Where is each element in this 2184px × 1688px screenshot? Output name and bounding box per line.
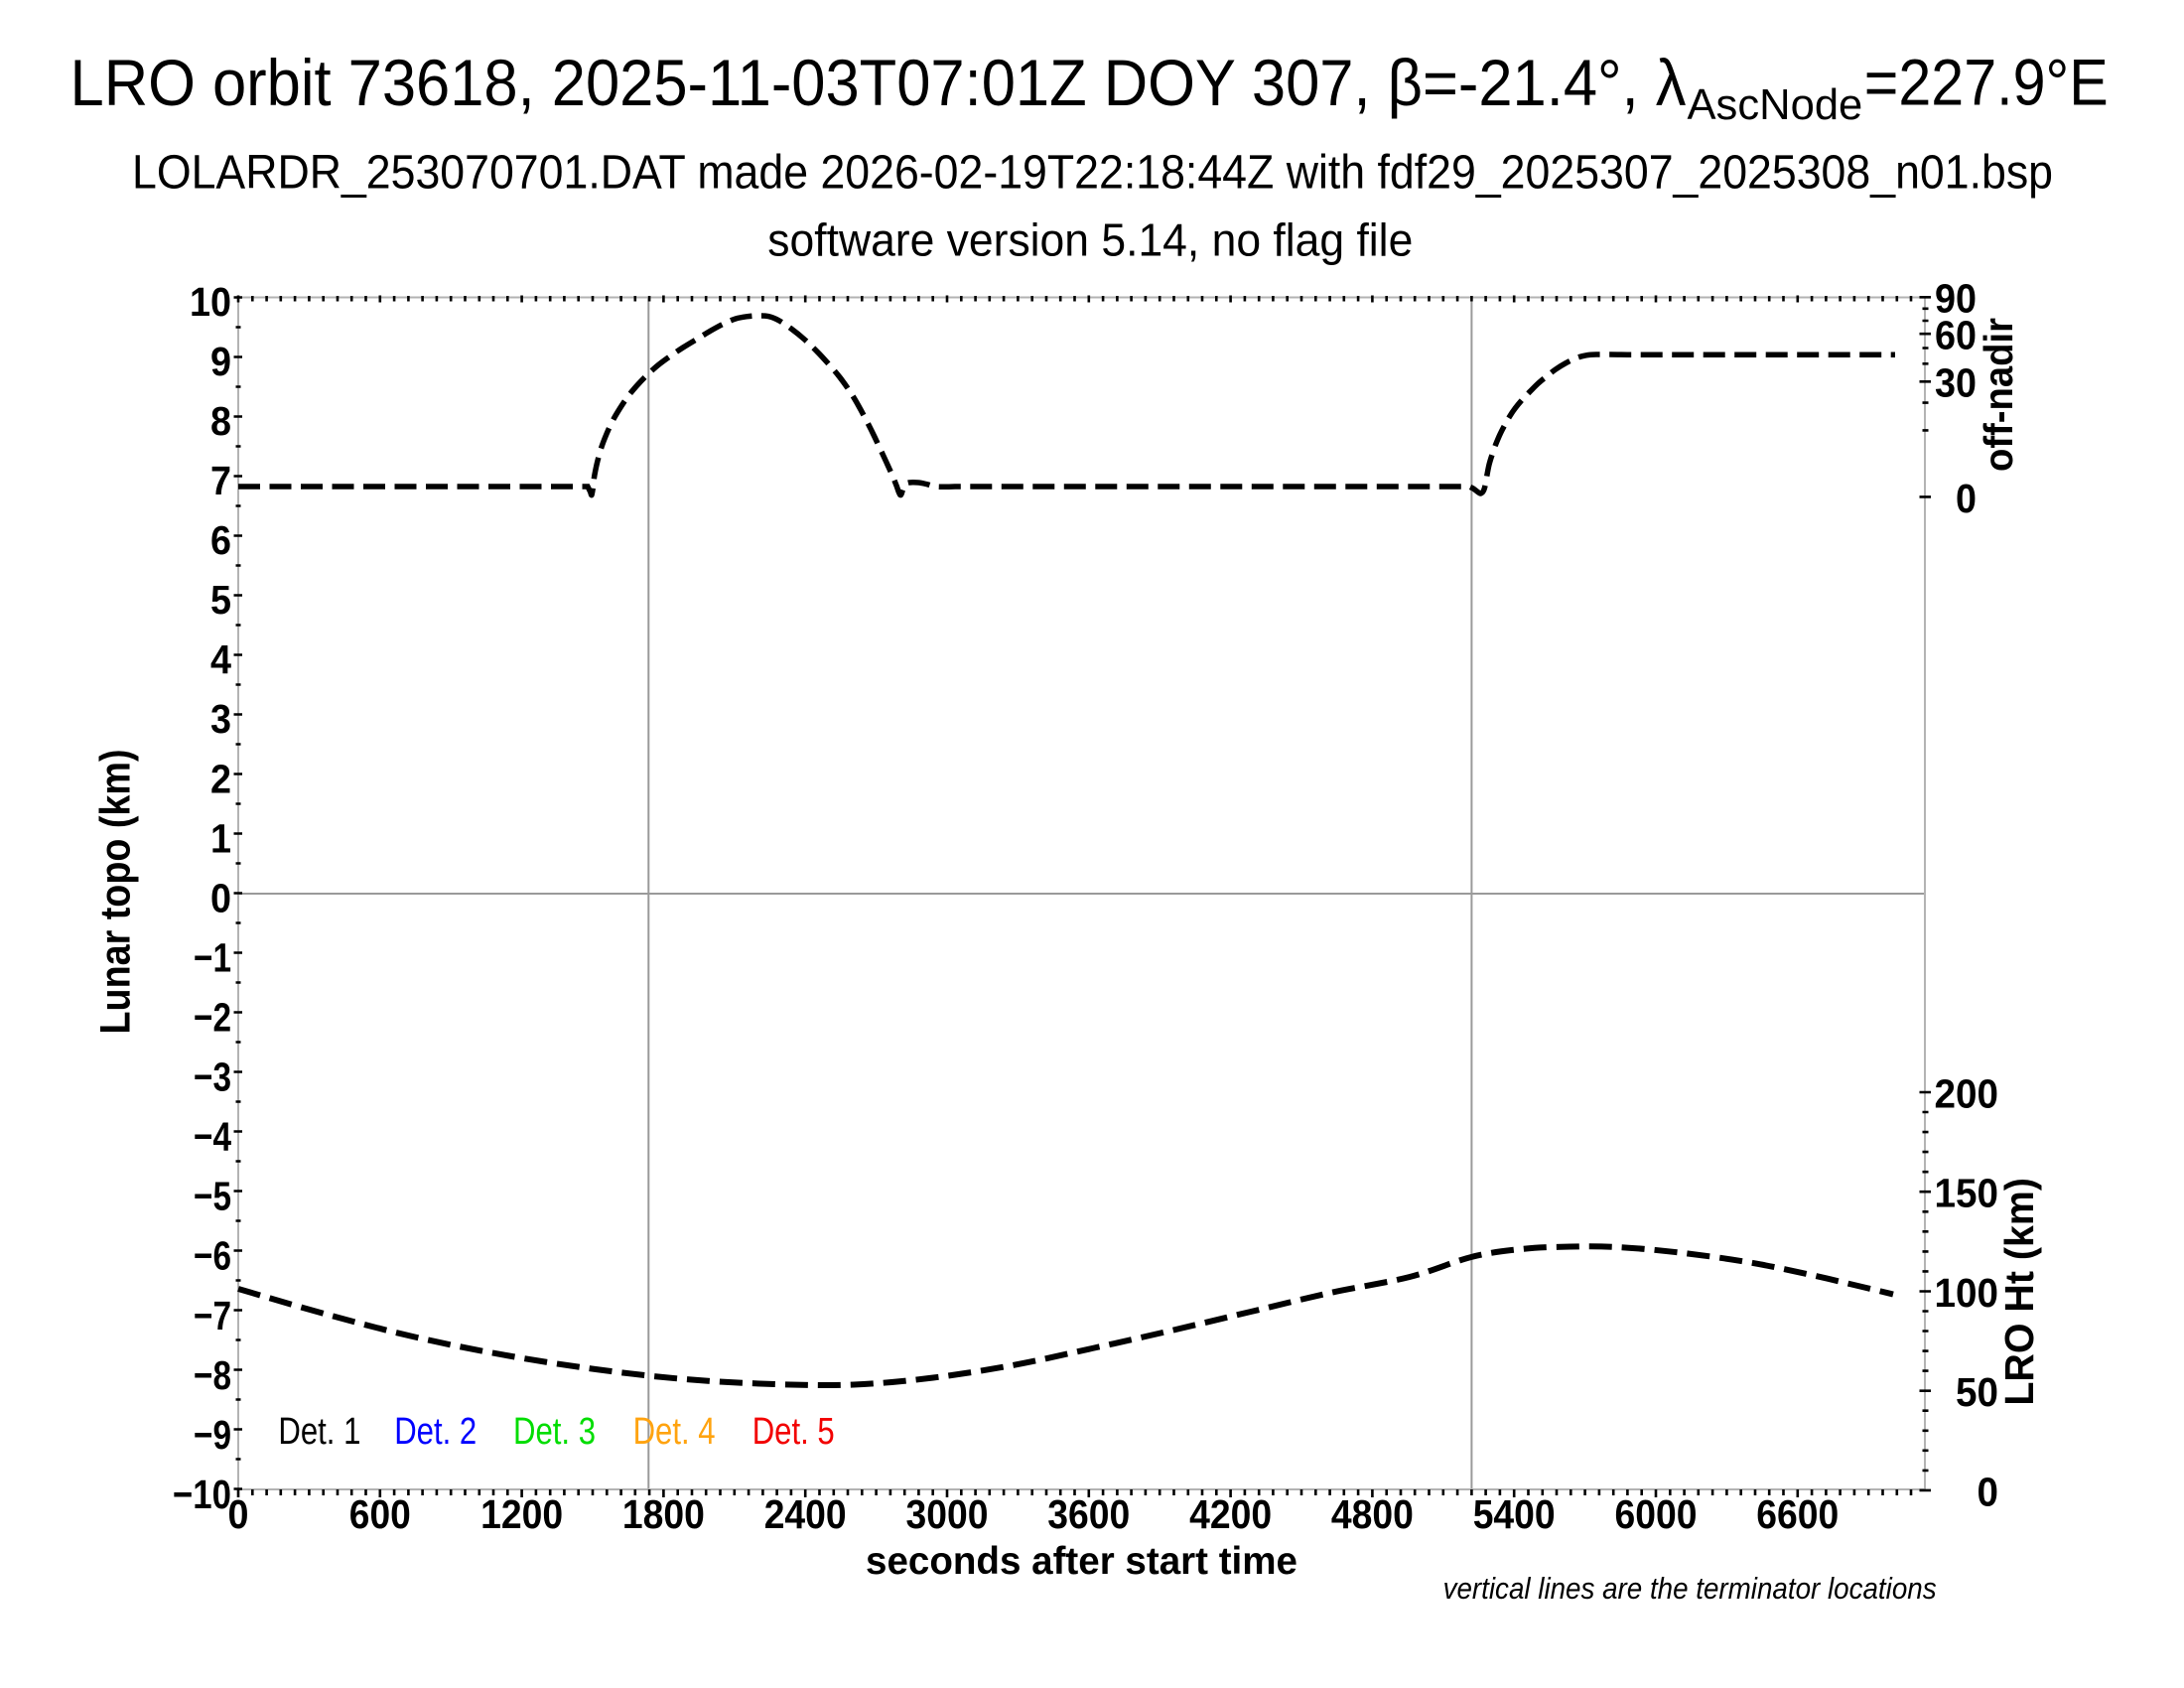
svg-text:−10: −10: [173, 1472, 231, 1517]
svg-text:0: 0: [1978, 1469, 1999, 1514]
svg-text:8: 8: [210, 398, 231, 444]
svg-text:200: 200: [1935, 1070, 1999, 1116]
svg-text:0: 0: [210, 875, 231, 920]
svg-text:6600: 6600: [1756, 1491, 1839, 1537]
svg-text:−6: −6: [194, 1233, 231, 1279]
svg-text:100: 100: [1935, 1270, 1999, 1316]
svg-text:50: 50: [1956, 1369, 1998, 1415]
svg-text:600: 600: [349, 1491, 411, 1537]
svg-text:Det. 5: Det. 5: [752, 1411, 835, 1453]
svg-text:off-nadir: off-nadir: [1976, 318, 2021, 472]
svg-text:60: 60: [1935, 313, 1977, 358]
svg-text:vertical lines are the termina: vertical lines are the terminator locati…: [1443, 1571, 1937, 1606]
svg-text:Det. 2: Det. 2: [394, 1411, 477, 1453]
svg-text:4800: 4800: [1331, 1491, 1414, 1537]
svg-text:7: 7: [210, 458, 231, 503]
svg-text:software version 5.14, no flag: software version 5.14, no flag file: [767, 214, 1413, 266]
svg-text:2: 2: [210, 756, 231, 801]
svg-text:3: 3: [210, 696, 231, 742]
svg-text:−5: −5: [194, 1174, 231, 1219]
svg-text:150: 150: [1935, 1171, 1999, 1216]
svg-text:−3: −3: [194, 1055, 231, 1100]
svg-text:−2: −2: [194, 995, 231, 1041]
svg-text:Det. 4: Det. 4: [633, 1411, 716, 1453]
svg-text:LRO orbit 73618, 2025-11-03T07: LRO orbit 73618, 2025-11-03T07:01Z DOY 3…: [70, 46, 1687, 119]
svg-text:5: 5: [210, 577, 231, 623]
svg-text:3000: 3000: [906, 1491, 989, 1537]
svg-text:2400: 2400: [764, 1491, 847, 1537]
svg-text:3600: 3600: [1047, 1491, 1130, 1537]
svg-text:1800: 1800: [622, 1491, 705, 1537]
svg-text:LRO Ht (km): LRO Ht (km): [1996, 1178, 2042, 1406]
svg-text:Det. 1: Det. 1: [278, 1411, 360, 1453]
svg-text:4200: 4200: [1189, 1491, 1272, 1537]
svg-text:Lunar topo (km): Lunar topo (km): [93, 750, 140, 1035]
svg-text:−1: −1: [194, 934, 231, 980]
svg-text:=227.9°E: =227.9°E: [1864, 46, 2109, 119]
svg-text:30: 30: [1935, 360, 1977, 406]
svg-text:1: 1: [210, 815, 231, 861]
svg-text:−8: −8: [194, 1352, 231, 1398]
svg-text:−9: −9: [194, 1412, 231, 1458]
svg-text:AscNode: AscNode: [1688, 80, 1863, 129]
svg-text:0: 0: [228, 1491, 249, 1537]
svg-text:Det. 3: Det. 3: [513, 1411, 596, 1453]
svg-text:1200: 1200: [480, 1491, 563, 1537]
svg-text:−7: −7: [194, 1293, 231, 1338]
svg-text:10: 10: [190, 279, 231, 325]
svg-text:LOLARDR_253070701.DAT made 202: LOLARDR_253070701.DAT made 2026-02-19T22…: [132, 147, 2053, 200]
svg-text:6: 6: [210, 517, 231, 563]
svg-text:6000: 6000: [1615, 1491, 1698, 1537]
svg-text:seconds after start time: seconds after start time: [866, 1540, 1297, 1583]
svg-text:9: 9: [210, 339, 231, 384]
svg-text:−4: −4: [194, 1114, 231, 1160]
svg-text:4: 4: [210, 636, 231, 682]
svg-text:5400: 5400: [1473, 1491, 1556, 1537]
svg-text:0: 0: [1956, 476, 1977, 521]
svg-text:90: 90: [1935, 276, 1977, 322]
